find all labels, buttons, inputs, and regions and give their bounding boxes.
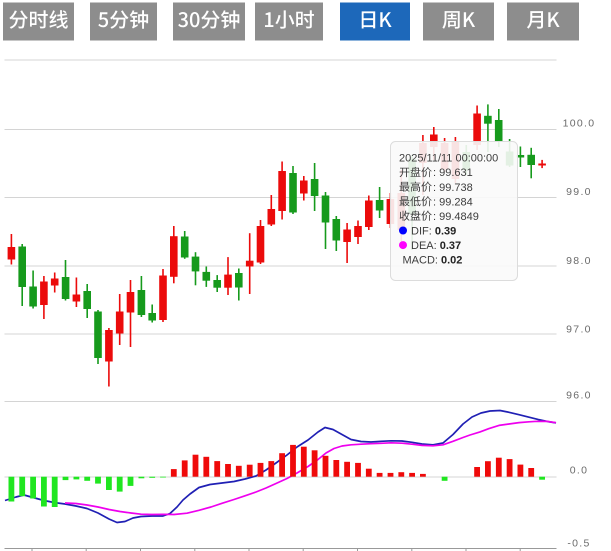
svg-text:DIF: 0.39: DIF: 0.39 (411, 225, 456, 237)
svg-text:2025/11/11 00:00:00: 2025/11/11 00:00:00 (399, 153, 498, 165)
svg-text:: 99.631: : 99.631 (433, 167, 473, 179)
svg-text:MACD: 0.02: MACD: 0.02 (403, 255, 463, 267)
svg-text:97.0: 97.0 (566, 323, 592, 335)
svg-text:98.0: 98.0 (566, 255, 592, 267)
svg-text:0.0: 0.0 (570, 464, 589, 476)
svg-text:: 99.4849: : 99.4849 (433, 211, 479, 223)
svg-text:99.0: 99.0 (566, 186, 592, 198)
svg-text:-0.5: -0.5 (567, 537, 590, 549)
svg-text:: 99.284: : 99.284 (433, 196, 473, 208)
svg-text:DEA: 0.37: DEA: 0.37 (411, 240, 461, 252)
svg-text:96.0: 96.0 (566, 390, 592, 402)
svg-text:: 99.738: : 99.738 (433, 182, 473, 194)
svg-text:100.0: 100.0 (563, 117, 596, 129)
